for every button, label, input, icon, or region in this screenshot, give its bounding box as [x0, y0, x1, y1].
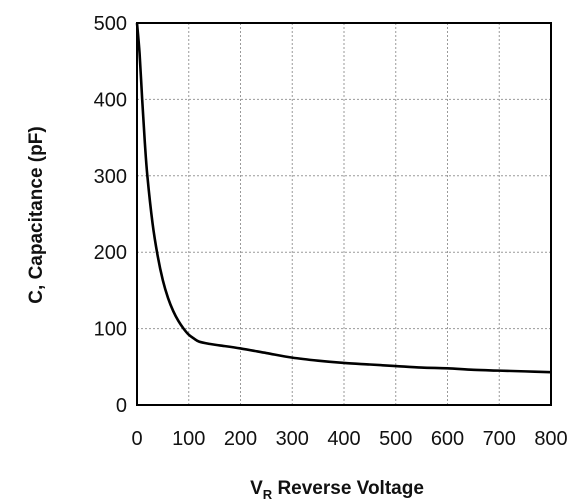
- x-axis-title-subscript: R: [263, 487, 273, 501]
- plot-frame: [136, 22, 552, 406]
- x-tick-label-300: 300: [276, 428, 309, 450]
- x-axis-ticks: 0 100 200 300 400 500 600 700 800: [131, 428, 567, 450]
- y-tick-label-500: 500: [94, 13, 127, 35]
- y-axis-title: C, Capacitance (pF): [26, 126, 47, 303]
- x-axis-title-main: V: [250, 478, 263, 499]
- x-tick-label-200: 200: [224, 428, 257, 450]
- x-tick-label-700: 700: [483, 428, 516, 450]
- x-tick-label-500: 500: [379, 428, 412, 450]
- x-axis-title-rest: Reverse Voltage: [272, 478, 424, 499]
- y-axis-ticks: 0 100 200 300 400 500: [94, 13, 127, 417]
- x-axis-title: VR Reverse Voltage: [250, 478, 424, 501]
- x-tick-label-0: 0: [131, 428, 142, 450]
- y-tick-label-300: 300: [94, 166, 127, 188]
- x-tick-label-400: 400: [327, 428, 360, 450]
- y-tick-label-200: 200: [94, 242, 127, 264]
- grid: [137, 23, 551, 405]
- y-tick-label-400: 400: [94, 89, 127, 111]
- x-tick-label-600: 600: [431, 428, 464, 450]
- series-line-capacitance: [135, 22, 552, 374]
- y-tick-label-100: 100: [94, 319, 127, 341]
- x-tick-label-100: 100: [172, 428, 205, 450]
- x-tick-label-800: 800: [534, 428, 567, 450]
- y-tick-label-0: 0: [116, 395, 127, 417]
